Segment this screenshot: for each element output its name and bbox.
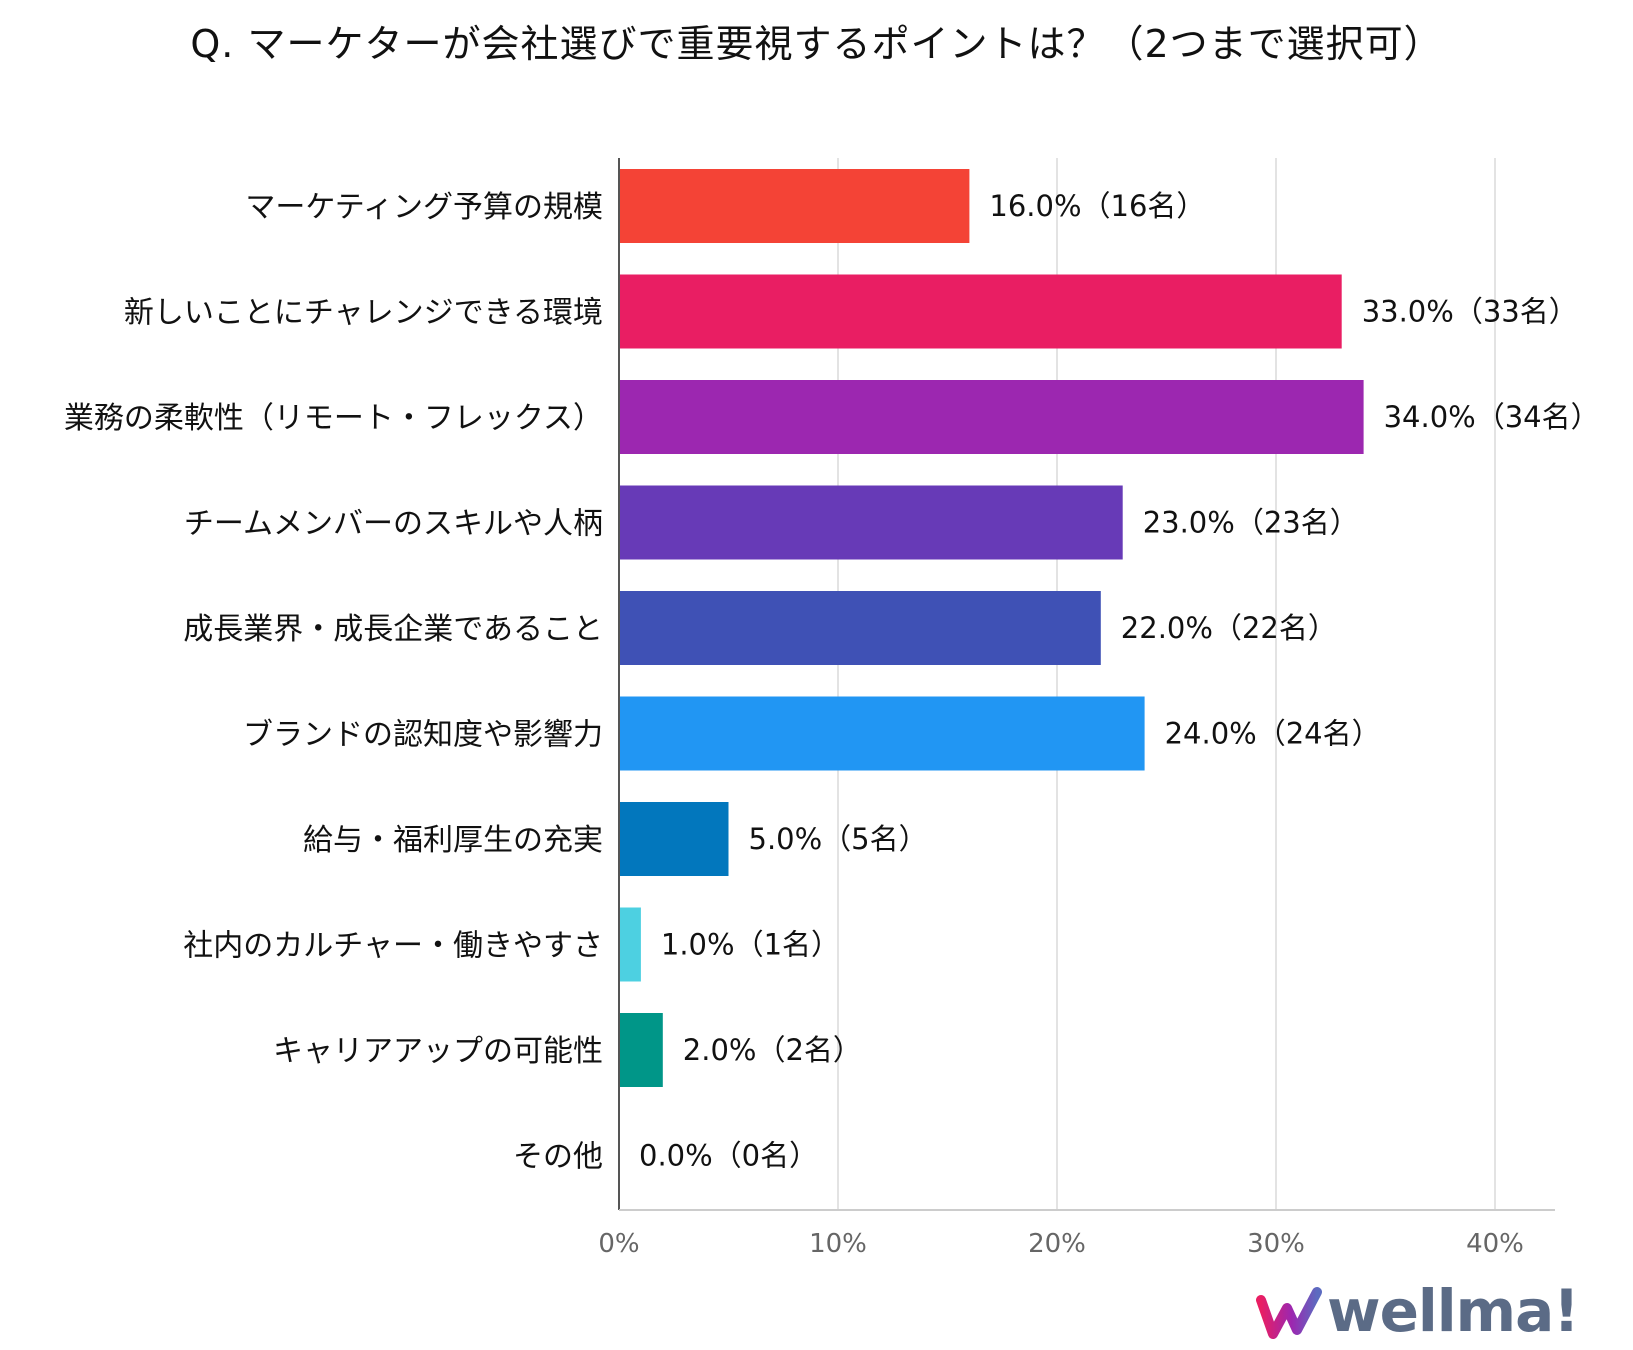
bar-9 bbox=[619, 1013, 663, 1087]
bar-7 bbox=[619, 802, 729, 876]
x-tick-label-30: 30% bbox=[1247, 1229, 1305, 1259]
bar-2 bbox=[619, 274, 1342, 349]
wellma-logo-text: wellma! bbox=[1327, 1277, 1580, 1345]
data-label-9: 2.0%（2名） bbox=[683, 1033, 862, 1067]
wellma-logo: wellma! bbox=[1255, 1278, 1595, 1348]
bar-3 bbox=[619, 380, 1364, 454]
bar-8 bbox=[619, 907, 641, 982]
category-label-4: チームメンバーのスキルや人柄 bbox=[184, 507, 603, 542]
x-tick-label-40: 40% bbox=[1466, 1229, 1524, 1259]
category-label-5: 成長業界・成長企業であること bbox=[183, 612, 603, 647]
category-label-8: 社内のカルチャー・働きやすさ bbox=[183, 929, 603, 964]
x-tick-label-20: 20% bbox=[1028, 1229, 1086, 1259]
data-label-7: 5.0%（5名） bbox=[749, 822, 928, 856]
data-label-2: 33.0%（33名） bbox=[1362, 295, 1578, 329]
data-label-3: 34.0%（34名） bbox=[1384, 400, 1600, 434]
data-label-10: 0.0%（0名） bbox=[639, 1139, 818, 1173]
category-label-2: 新しいことにチャレンジできる環境 bbox=[124, 296, 603, 331]
chart-title: Q. マーケターが会社選びで重要視するポイントは？（2つまで選択可） bbox=[190, 22, 1443, 66]
bar-6 bbox=[619, 696, 1145, 771]
category-label-10: その他 bbox=[513, 1140, 603, 1175]
bar-5 bbox=[619, 591, 1101, 665]
category-label-9: キャリアアップの可能性 bbox=[273, 1034, 603, 1069]
bar-4 bbox=[619, 485, 1123, 560]
x-tick-label-0: 0% bbox=[598, 1229, 639, 1259]
data-label-8: 1.0%（1名） bbox=[661, 928, 840, 962]
category-label-7: 給与・福利厚生の充実 bbox=[303, 823, 603, 858]
data-label-5: 22.0%（22名） bbox=[1121, 611, 1337, 645]
data-label-6: 24.0%（24名） bbox=[1165, 717, 1381, 751]
category-label-3: 業務の柔軟性（リモート・フレックス） bbox=[64, 401, 603, 436]
x-tick-label-10: 10% bbox=[809, 1229, 867, 1259]
data-label-1: 16.0%（16名） bbox=[989, 189, 1205, 223]
category-label-6: ブランドの認知度や影響力 bbox=[243, 718, 603, 753]
data-label-4: 23.0%（23名） bbox=[1143, 506, 1359, 540]
wellma-logo-icon bbox=[1256, 1287, 1322, 1339]
category-label-1: マーケティング予算の規模 bbox=[245, 190, 603, 225]
bar-1 bbox=[619, 169, 970, 243]
